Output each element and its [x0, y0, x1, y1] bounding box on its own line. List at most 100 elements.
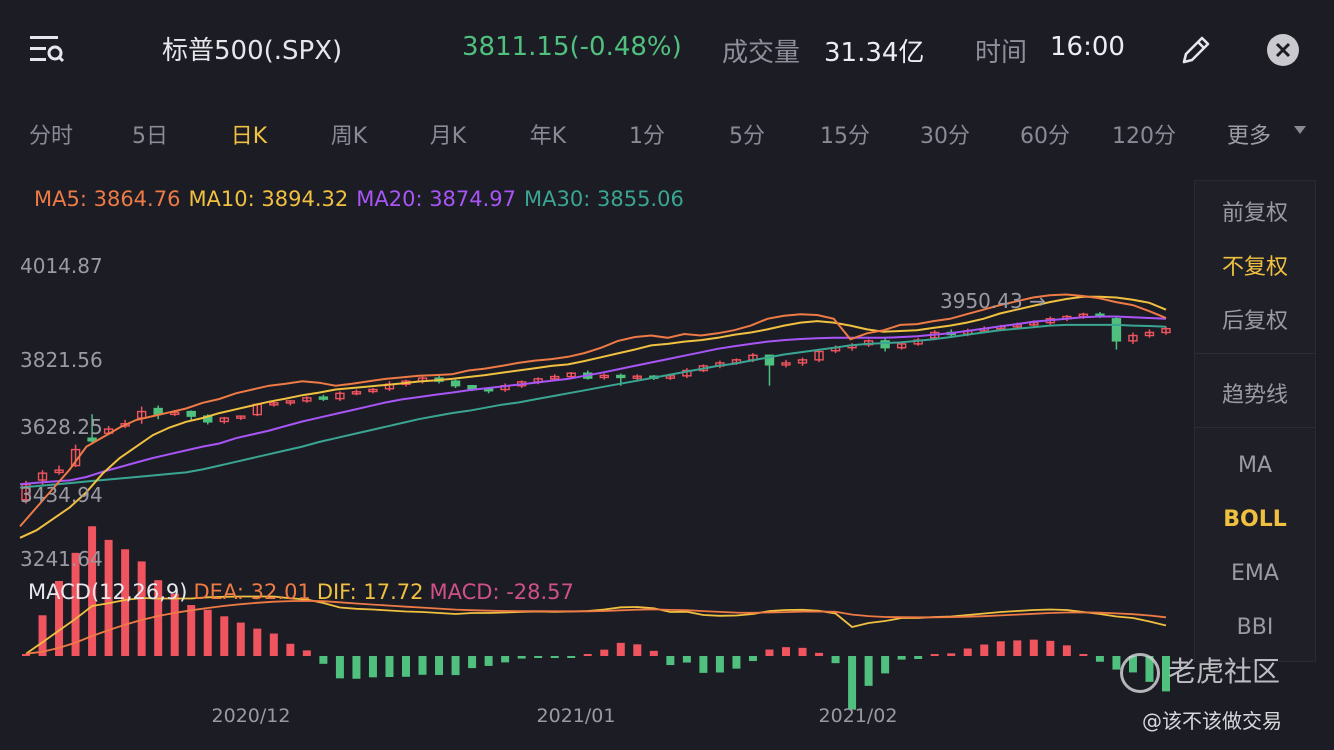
peak-value: 3950.43	[940, 289, 1023, 313]
tab-60min[interactable]: 60分	[1020, 124, 1070, 149]
macd-bar	[1095, 656, 1104, 662]
tab-1min[interactable]: 1分	[629, 124, 665, 149]
macd-bar	[1112, 656, 1121, 670]
candle-body	[781, 362, 791, 366]
macd-bar	[633, 644, 642, 656]
ma10-line	[19, 295, 1167, 539]
candle-body	[814, 350, 824, 361]
macd-bar	[220, 616, 229, 656]
tab-5min[interactable]: 5分	[729, 124, 765, 149]
dea-value: DEA: 32.01	[193, 580, 311, 604]
macd-bar	[914, 656, 923, 659]
side-item-no-adjust[interactable]: 不复权	[1221, 255, 1288, 280]
divider	[1195, 427, 1315, 428]
candle-body	[566, 372, 576, 378]
candle-body	[764, 354, 775, 366]
macd-bar	[38, 615, 47, 656]
x-axis-label: 2021/02	[818, 705, 898, 727]
side-item-backward-adjust[interactable]: 后复权	[1221, 309, 1288, 334]
watermark: 老虎社区	[1120, 650, 1280, 693]
candle-body	[302, 397, 312, 402]
candle-body	[450, 380, 461, 387]
side-item-ma[interactable]: MA	[1237, 453, 1273, 478]
macd-bar	[715, 656, 724, 673]
x-axis-label: 2020/12	[211, 705, 291, 727]
macd-bar	[550, 656, 559, 658]
tab-yearly-k[interactable]: 年K	[529, 124, 567, 149]
tab-weekly-k[interactable]: 周K	[330, 124, 368, 149]
peak-marker-label: 3950.43 →	[940, 289, 1046, 313]
dif-line	[25, 595, 1167, 655]
top-bar: 标普500(.SPX) 3811.15(-0.48%) 成交量 31.34亿 时…	[0, 0, 1334, 100]
tab-daily-k[interactable]: 日K	[230, 124, 268, 149]
close-icon[interactable]	[1267, 34, 1299, 66]
macd-bar	[831, 656, 840, 664]
candle-body	[318, 396, 329, 400]
candle-body	[87, 437, 97, 442]
macd-bar	[88, 526, 97, 656]
candle-body	[1111, 318, 1122, 342]
ma30-value: MA30: 3855.06	[524, 187, 684, 211]
tab-30min[interactable]: 30分	[920, 124, 970, 149]
macd-bar	[682, 656, 691, 663]
macd-bar	[352, 656, 361, 679]
macd-bar	[1029, 639, 1038, 656]
credit-text: @该不该做交易	[1142, 709, 1282, 733]
macd-bar	[567, 656, 576, 658]
macd-bar	[269, 633, 278, 656]
macd-bar	[864, 656, 873, 686]
tab-120min[interactable]: 120分	[1112, 124, 1176, 149]
macd-bar	[137, 561, 146, 656]
side-item-boll[interactable]: BOLL	[1223, 507, 1287, 532]
side-item-bbi[interactable]: BBI	[1236, 615, 1274, 640]
side-item-ema[interactable]: EMA	[1231, 561, 1279, 586]
macd-bar	[253, 628, 262, 656]
more-button[interactable]: 更多	[1227, 124, 1272, 149]
side-item-trendline[interactable]: 趋势线	[1221, 383, 1288, 408]
macd-bar	[418, 656, 427, 675]
macd-bar	[71, 552, 80, 656]
macd-bar	[104, 539, 113, 656]
side-item-forward-adjust[interactable]: 前复权	[1221, 201, 1288, 226]
macd-bar	[666, 656, 675, 666]
tab-intraday[interactable]: 分时	[28, 124, 74, 149]
macd-bar	[616, 642, 625, 656]
macd-bar	[782, 647, 790, 656]
macd-bar	[385, 656, 394, 678]
watermark-text: 老虎社区	[1168, 655, 1281, 688]
candle-body	[269, 402, 279, 406]
period-tabs: 分时 5日 日K 周K 月K 年K 1分 5分 15分 30分 60分 120分	[0, 110, 1334, 152]
candle-body	[665, 375, 676, 379]
y-axis-label: 3241.64	[20, 547, 103, 571]
ma10-value: MA10: 3894.32	[188, 187, 349, 211]
candle-body	[236, 415, 246, 419]
page-title: 标普500(.SPX)	[162, 36, 343, 66]
candle-body	[1161, 327, 1171, 334]
macd-value: MACD: -28.57	[429, 580, 574, 604]
macd-bar	[1013, 640, 1022, 656]
divider	[1195, 353, 1315, 354]
macd-bar	[402, 656, 410, 677]
macd-bar	[732, 656, 741, 669]
tab-5day[interactable]: 5日	[132, 124, 168, 149]
macd-bar	[980, 644, 989, 656]
chevron-down-icon[interactable]	[1294, 126, 1306, 134]
ma20-line	[19, 315, 1167, 486]
macd-bar	[22, 654, 30, 656]
pencil-icon[interactable]	[1178, 32, 1214, 68]
macd-bar	[121, 549, 130, 656]
y-axis-label: 3821.56	[20, 348, 103, 372]
y-axis-label: 3434.94	[20, 483, 103, 507]
macd-bar	[534, 656, 543, 658]
macd-bar	[815, 652, 824, 656]
tab-15min[interactable]: 15分	[820, 124, 870, 149]
candle-body	[797, 359, 808, 364]
tab-monthly-k[interactable]: 月K	[429, 124, 467, 149]
macd-bar	[170, 593, 179, 656]
macd-bar	[236, 622, 245, 656]
macd-bar	[600, 649, 609, 656]
menu-search-icon[interactable]	[28, 32, 68, 68]
macd-bar	[203, 609, 212, 656]
time-label: 时间	[975, 38, 1028, 68]
